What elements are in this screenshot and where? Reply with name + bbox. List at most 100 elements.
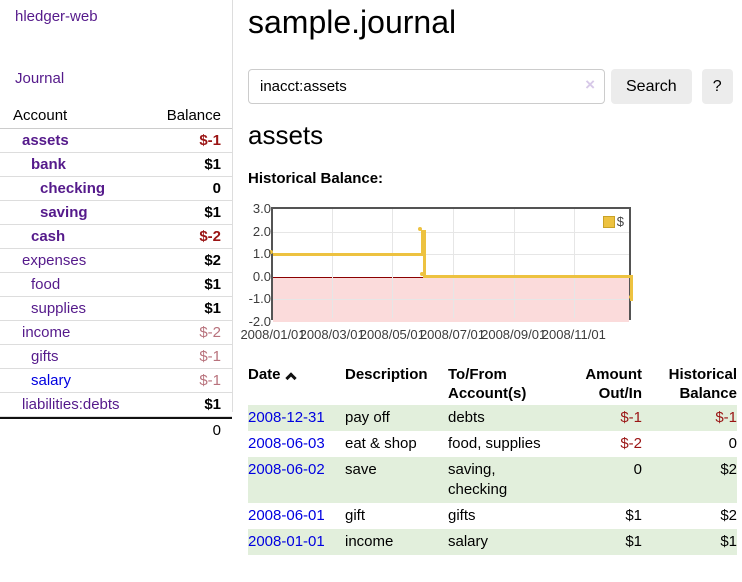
series-line-segment <box>273 252 423 256</box>
y-axis-tick-label: 1.0 <box>252 246 271 262</box>
transaction-date-link[interactable]: 2008-01-01 <box>248 533 325 550</box>
x-axis-tick-label: 2008/05/01 <box>359 327 425 342</box>
account-heading: assets <box>248 120 324 150</box>
data-point-marker <box>420 272 425 277</box>
account-balance: $-2 <box>199 324 221 341</box>
transaction-balance: $1 <box>720 533 737 550</box>
x-axis-tick-label: 2008/09/01 <box>481 327 547 342</box>
account-link[interactable]: supplies <box>31 300 87 317</box>
transaction-date-link[interactable]: 2008-06-03 <box>248 435 325 452</box>
account-balance: $2 <box>204 252 221 269</box>
account-link[interactable]: bank <box>31 156 67 173</box>
y-axis-tick-label: 3.0 <box>252 201 271 216</box>
account-balance: $1 <box>204 300 221 317</box>
main-content: sample.journal × Search ? assets Histori… <box>240 0 737 582</box>
x-axis-tick-label: 2008/01/01 <box>240 327 306 342</box>
account-row: gifts $-1 <box>0 345 232 369</box>
series-line-segment <box>424 275 633 279</box>
transaction-amount: 0 <box>633 461 642 478</box>
x-gridline <box>573 209 575 318</box>
register-row: 2008-06-03 eat & shop food, supplies $-2 0 <box>248 431 737 457</box>
transaction-date-link[interactable]: 2008-12-31 <box>248 409 325 426</box>
register-header-row: Date Description To/From Account(s) Amou… <box>248 361 737 405</box>
y-gridline <box>273 254 629 256</box>
data-point-marker <box>628 294 633 299</box>
account-link[interactable]: assets <box>22 132 69 149</box>
account-balance: $1 <box>204 276 221 293</box>
search-bar: × Search ? <box>248 69 733 104</box>
search-input[interactable] <box>248 69 605 104</box>
account-balance: $1 <box>204 204 221 221</box>
register-rows: 2008-12-31 pay off debts $-1 $-1 2008-06-03 ea… <box>248 405 737 555</box>
historical-balance-chart: $ 3.0 2.0 1.0 0.0 -1.0 -2.0 2008/01/01 2008/03/… <box>240 201 668 345</box>
account-link[interactable]: liabilities:debts <box>22 396 120 413</box>
y-axis-tick-label: 0.0 <box>252 268 271 284</box>
search-button[interactable]: Search <box>611 69 692 104</box>
account-link[interactable]: checking <box>40 180 106 197</box>
account-column-header: Account <box>13 107 68 124</box>
amount-column-header: Amount Out/In <box>585 366 642 402</box>
transaction-amount: $-2 <box>620 435 642 452</box>
chart-plot-area: $ <box>268 207 633 322</box>
account-total-row: 0 <box>0 417 232 442</box>
transaction-description: pay off <box>345 409 390 426</box>
account-row: supplies $1 <box>0 297 232 321</box>
sort-ascending-icon <box>284 372 297 384</box>
transaction-date-link[interactable]: 2008-06-01 <box>248 507 325 524</box>
transaction-amount: $1 <box>625 507 642 524</box>
search-field-wrap: × <box>248 69 605 104</box>
account-link[interactable]: gifts <box>31 348 59 365</box>
account-row: expenses $2 <box>0 249 232 273</box>
legend-series-label: $ <box>616 214 624 229</box>
y-gridline <box>273 231 629 233</box>
account-balance: $1 <box>204 396 221 413</box>
transaction-accounts: food, supplies <box>448 435 541 452</box>
sidebar-journal-link[interactable]: Journal <box>15 70 65 87</box>
transaction-accounts: debts <box>448 409 485 426</box>
transaction-accounts: salary <box>448 533 489 550</box>
data-point-marker <box>268 249 273 254</box>
clear-search-icon[interactable]: × <box>585 75 595 94</box>
series-line-segment <box>421 230 425 256</box>
app-brand-link[interactable]: hledger-web <box>15 8 98 25</box>
account-link[interactable]: food <box>31 276 61 293</box>
account-table-header: Account Balance <box>0 103 232 129</box>
account-balance: $-1 <box>199 372 221 389</box>
help-button[interactable]: ? <box>701 69 733 104</box>
x-gridline <box>452 209 454 318</box>
account-link[interactable]: saving <box>40 204 88 221</box>
account-balance: $-1 <box>199 132 221 149</box>
transaction-accounts: gifts <box>448 507 476 524</box>
transaction-balance: $2 <box>720 461 737 478</box>
chart-legend: $ <box>602 214 624 229</box>
x-axis-tick-label: 2008/03/01 <box>299 327 365 342</box>
account-link[interactable]: salary <box>31 372 72 389</box>
data-point-marker <box>418 227 423 232</box>
legend-swatch <box>602 215 615 228</box>
transaction-accounts: saving, checking <box>448 461 508 498</box>
transaction-description: eat & shop <box>345 435 417 452</box>
account-balance: $1 <box>204 156 221 173</box>
account-row: salary $-1 <box>0 369 232 393</box>
account-row: saving $1 <box>0 201 232 225</box>
x-gridline <box>332 209 334 318</box>
date-column-header[interactable]: Date <box>248 361 345 405</box>
register-row: 2008-01-01 income salary $1 $1 <box>248 529 737 555</box>
x-axis-tick-label: 2008/07/01 <box>419 327 486 342</box>
transaction-date-link[interactable]: 2008-06-02 <box>248 461 325 478</box>
account-row: checking 0 <box>0 177 232 201</box>
historical-balance-column-header: Historical Balance <box>668 366 737 402</box>
account-row: cash $-2 <box>0 225 232 249</box>
transaction-balance: 0 <box>728 435 737 452</box>
account-link[interactable]: expenses <box>22 252 87 269</box>
account-row: food $1 <box>0 273 232 297</box>
sidebar: hledger-web Journal Account Balance asse… <box>0 0 233 439</box>
transaction-amount: $1 <box>625 533 642 550</box>
transaction-balance: $-1 <box>715 409 737 426</box>
register-row: 2008-06-02 save saving, checking 0 $2 <box>248 457 737 503</box>
account-link[interactable]: cash <box>31 228 66 245</box>
account-link[interactable]: income <box>22 324 71 341</box>
y-axis-tick-label: -2.0 <box>248 314 271 329</box>
description-column-header: Description <box>345 366 428 383</box>
balance-column-header: Balance <box>166 107 221 124</box>
